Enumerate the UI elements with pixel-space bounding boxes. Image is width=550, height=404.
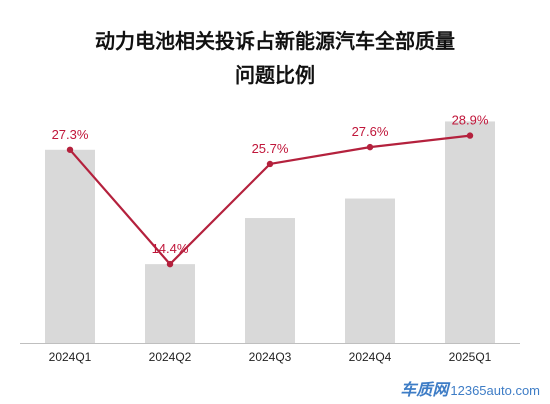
- line-point-2024Q3: [266, 160, 274, 168]
- x-tick-label-2024Q1: 2024Q1: [49, 350, 92, 364]
- bar-2024Q4: [345, 198, 395, 343]
- bar-2024Q3: [245, 218, 295, 343]
- x-tick-label-2024Q4: 2024Q4: [349, 350, 392, 364]
- line-point-2025Q1: [466, 132, 474, 139]
- x-tick-label-2024Q2: 2024Q2: [149, 350, 192, 364]
- data-label-2024Q1: 27.3%: [52, 127, 89, 142]
- line-point-2024Q1: [66, 146, 74, 153]
- bar-2024Q1: [45, 149, 95, 343]
- x-tick-label-2024Q3: 2024Q3: [249, 350, 292, 364]
- chart-title-line-2: 问题比例: [235, 63, 315, 87]
- bar-2024Q2: [145, 264, 195, 343]
- watermark-logo: 车质网: [400, 380, 449, 399]
- line-point-2024Q4: [366, 143, 374, 151]
- data-label-2025Q1: 28.9%: [452, 113, 489, 128]
- data-label-2024Q4: 27.6%: [352, 124, 389, 139]
- watermark-site: 12365auto.com: [450, 383, 540, 398]
- bar-2025Q1: [445, 121, 495, 344]
- chart-title-line-1: 动力电池相关投诉占新能源汽车全部质量: [95, 29, 455, 53]
- data-label-2024Q3: 25.7%: [252, 141, 289, 156]
- watermark: 车质网 12365auto.com: [400, 376, 540, 400]
- x-tick-label-2025Q1: 2025Q1: [449, 350, 492, 364]
- data-label-2024Q2: 14.4%: [152, 241, 189, 256]
- line-point-2024Q2: [166, 260, 174, 268]
